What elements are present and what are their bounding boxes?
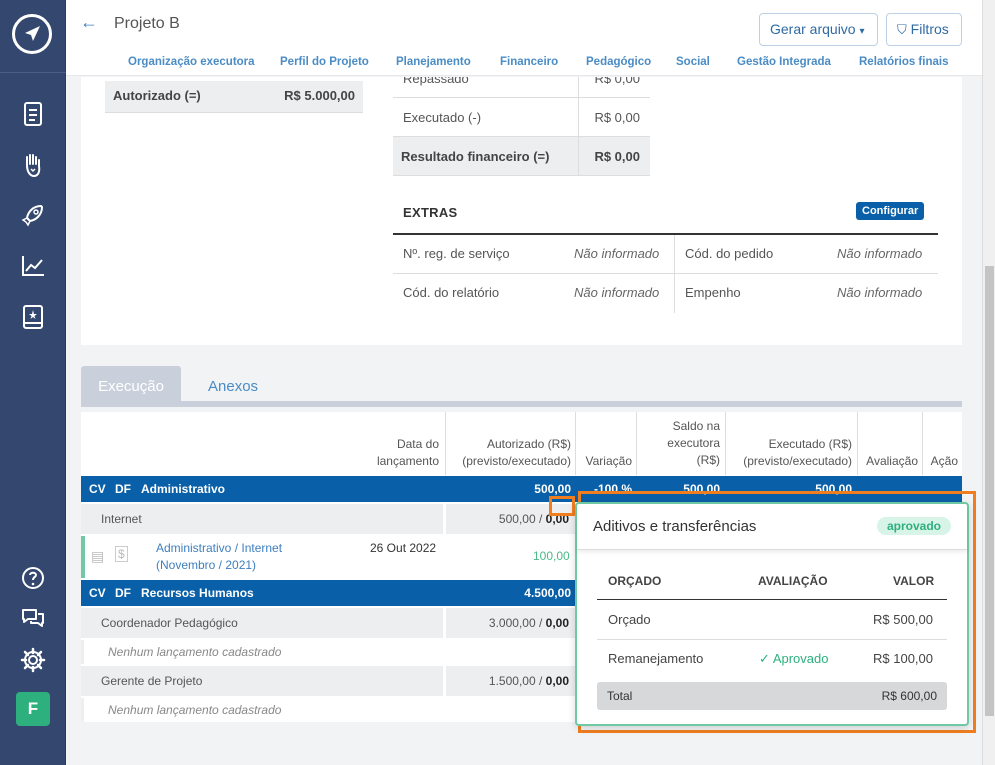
- empenho-label: Empenho: [685, 285, 741, 300]
- col-valor: VALOR: [893, 574, 935, 588]
- popup-row-aprovado: ✓ Aprovado: [759, 651, 829, 666]
- tab-relatorios[interactable]: Relatórios finais: [859, 56, 949, 68]
- chat-icon[interactable]: [19, 604, 47, 632]
- col-data: Data do lançamento: [376, 437, 439, 468]
- tab-social[interactable]: Social: [676, 56, 710, 68]
- tab-anexos[interactable]: Anexos: [208, 378, 259, 395]
- highlight-marker: [549, 496, 575, 516]
- item-row-gerente[interactable]: Gerente de Projeto: [81, 666, 443, 696]
- popup-total-row: Total R$ 600,00: [597, 682, 947, 710]
- money-doc-icon[interactable]: $: [115, 546, 128, 562]
- document-icon[interactable]: [19, 100, 47, 128]
- col-variacao: Variação: [585, 454, 632, 468]
- internet-values: 500,00 / 0,00: [446, 504, 575, 534]
- group-row-administrativo[interactable]: CV DF Administrativo 500,00 -100 % 500,0…: [81, 476, 962, 502]
- popup-title: Aditivos e transferências: [593, 518, 757, 535]
- col-executado: Executado (R$) (previsto/executado): [743, 437, 852, 468]
- star-book-icon[interactable]: [19, 303, 47, 331]
- repassado-row: Repassado R$ 0,00: [393, 77, 650, 98]
- col-avaliacao: AVALIAÇÃO: [758, 574, 828, 588]
- item-row-coordenador[interactable]: Coordenador Pedagógico: [81, 608, 443, 638]
- col-autorizado: Autorizado (R$) (previsto/executado): [462, 437, 571, 468]
- scrollbar-thumb[interactable]: [985, 266, 994, 716]
- receipt-icon[interactable]: ▤: [91, 548, 105, 564]
- trend-chart-icon[interactable]: [19, 252, 47, 280]
- resultado-row: Resultado financeiro (=) R$ 0,00: [393, 137, 650, 176]
- relatorio-label: Cód. do relatório: [403, 285, 500, 300]
- coordenador-values: 3.000,00 / 0,00: [446, 608, 575, 638]
- tab-execucao[interactable]: Execução: [81, 366, 181, 407]
- reg-servico-label: Nº. reg. de serviço: [403, 246, 510, 261]
- empenho-value: Não informado: [837, 285, 923, 300]
- generate-file-button[interactable]: Gerar arquivo ▾: [759, 13, 878, 46]
- back-arrow-icon[interactable]: ←: [80, 12, 98, 32]
- col-avaliacao: Avaliação: [866, 454, 918, 468]
- tab-financeiro[interactable]: Financeiro: [500, 56, 559, 68]
- executado-row: Executado (-) R$ 0,00: [393, 98, 650, 137]
- tab-gestao[interactable]: Gestão Integrada: [737, 56, 831, 68]
- tab-planejamento[interactable]: Planejamento: [396, 56, 471, 68]
- filter-icon: ⛉: [897, 22, 907, 37]
- top-bar: ← Projeto B Gerar arquivo ▾ ⛉ Filtros Or…: [66, 0, 982, 76]
- entry-link[interactable]: Administrativo / Internet (Novembro / 202…: [156, 541, 283, 572]
- rocket-icon[interactable]: [19, 201, 47, 229]
- summary-card: Autorizado (=) R$ 5.000,00 Repassado R$ …: [81, 77, 962, 345]
- col-acao: Ação: [930, 454, 958, 468]
- popup-header: Aditivos e transferências aprovado: [577, 504, 967, 550]
- user-avatar[interactable]: F: [16, 692, 50, 726]
- col-saldo: Saldo na executora (R$): [667, 419, 720, 467]
- paper-plane-icon: [25, 26, 40, 41]
- empty-note: Nenhum lançamento cadastrado: [81, 640, 962, 664]
- check-circle-icon: ✓: [759, 651, 770, 666]
- entry-date: 26 Out 2022: [370, 541, 437, 555]
- gerente-values: 1.500,00 / 0,00: [446, 666, 575, 696]
- popup-row-remanejamento: Remanejamento: [608, 651, 704, 666]
- page-title: Projeto B: [114, 15, 180, 32]
- pedido-value: Não informado: [837, 246, 923, 261]
- gear-icon[interactable]: [19, 646, 47, 674]
- entry-value: 100,00: [533, 549, 570, 563]
- vertical-scrollbar[interactable]: [982, 0, 995, 765]
- help-icon[interactable]: [19, 564, 47, 592]
- item-row-internet[interactable]: Internet: [81, 504, 443, 534]
- caret-down-icon: ▾: [859, 26, 865, 37]
- reg-servico-value: Não informado: [574, 246, 660, 261]
- empty-note: Nenhum lançamento cadastrado: [81, 698, 962, 722]
- sidebar: F: [0, 0, 66, 765]
- authorized-row: Autorizado (=) R$ 5.000,00: [105, 81, 363, 113]
- hand-heart-icon[interactable]: [19, 151, 47, 179]
- filters-button[interactable]: ⛉ Filtros: [886, 13, 962, 46]
- entry-row[interactable]: ▤ $ Administrativo / Internet (Novembro /…: [81, 536, 962, 578]
- pedido-label: Cód. do pedido: [685, 246, 774, 261]
- tab-organizacao[interactable]: Organização executora: [128, 56, 255, 68]
- app-logo[interactable]: [12, 14, 52, 54]
- extras-title: EXTRAS: [403, 205, 458, 220]
- popup-row-orcado-valor: R$ 500,00: [873, 612, 933, 627]
- aditivos-popup: Aditivos e transferências aprovado ORÇAD…: [575, 502, 969, 726]
- tab-perfil[interactable]: Perfil do Projeto: [280, 56, 369, 68]
- configure-button[interactable]: Configurar: [856, 202, 925, 220]
- relatorio-value: Não informado: [574, 285, 660, 300]
- col-orcado: ORÇADO: [608, 574, 662, 588]
- execution-tabs: Execução Anexos: [81, 366, 962, 407]
- popup-row-remanejamento-valor: R$ 100,00: [873, 651, 933, 666]
- popup-row-orcado: Orçado: [608, 612, 651, 627]
- tab-pedagogico[interactable]: Pedagógico: [586, 56, 652, 68]
- status-badge: aprovado: [876, 517, 951, 535]
